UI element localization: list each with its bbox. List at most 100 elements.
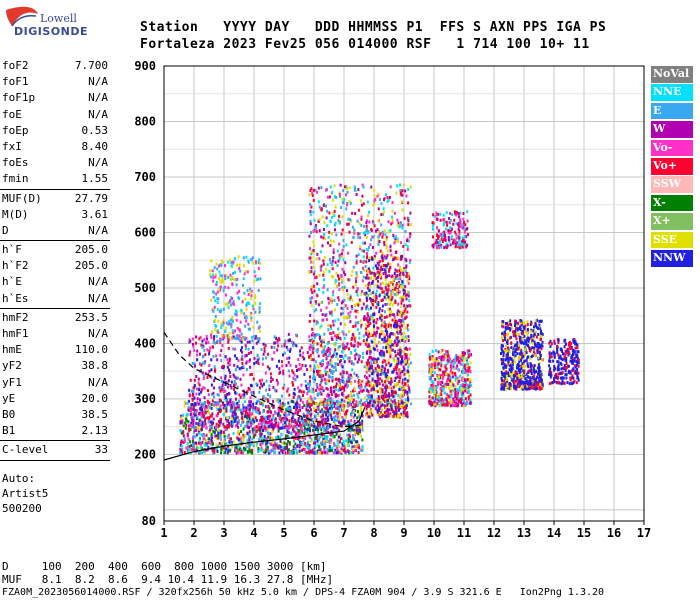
echo-point [391,220,394,224]
echo-point [230,322,233,326]
echo-point [207,403,210,407]
echo-point [321,410,324,414]
echo-point [219,434,222,438]
echo-point [232,422,234,426]
echo-point [378,341,381,345]
echo-point [224,389,227,393]
echo-point [192,438,194,442]
echo-point [252,392,255,396]
echo-point [302,351,305,355]
echo-point [224,355,227,359]
x-tick-label: 3 [220,526,227,540]
echo-point [316,348,319,351]
x-tick-label: 15 [577,526,591,540]
echo-point [238,289,240,293]
echo-point [228,400,231,404]
echo-point [377,207,380,211]
echo-point [218,428,221,432]
echo-point [358,413,361,416]
echo-point [404,339,407,343]
echo-point [322,273,325,277]
echo-point [322,291,325,294]
echo-point [195,402,198,406]
echo-point [308,234,311,238]
echo-point [367,307,370,311]
echo-point [396,218,399,222]
echo-point [390,311,393,315]
echo-point [358,446,361,450]
echo-point [224,447,227,451]
echo-point [244,424,247,428]
echo-point [222,413,225,417]
echo-point [262,410,265,414]
echo-point [394,275,397,279]
echo-point [310,250,313,254]
echo-point [234,419,237,423]
echo-point [308,319,311,323]
echo-point [350,304,353,308]
echo-point [285,446,288,450]
echo-point [263,349,266,353]
echo-point [399,406,402,410]
echo-point [406,379,409,383]
echo-point [328,269,331,273]
echo-point [283,351,286,355]
echo-point [289,451,292,455]
echo-point [240,332,243,336]
echo-point [219,387,222,391]
echo-point [335,335,338,339]
echo-point [252,346,255,350]
echo-point [319,426,322,430]
echo-point [384,286,387,289]
echo-point [351,270,354,273]
echo-point [405,326,408,330]
echo-point [207,393,210,397]
echo-point [301,448,304,452]
echo-point [249,419,252,423]
echo-point [261,418,264,422]
echo-point [219,274,222,278]
echo-point [397,408,400,412]
echo-point [330,397,333,401]
echo-point [354,321,357,325]
echo-point [245,319,248,323]
echo-point [394,415,397,419]
echo-point [339,387,341,391]
echo-point [351,400,354,404]
echo-point [197,377,200,381]
echo-point [332,275,335,279]
echo-point [388,335,391,339]
echo-point [388,401,391,404]
echo-point [331,259,334,263]
echo-point [188,394,191,398]
echo-point [228,433,230,437]
echo-point [304,422,307,426]
echo-point [393,367,396,371]
echo-point [326,318,328,322]
echo-point [358,357,360,361]
echo-point [394,235,397,239]
echo-point [399,351,402,355]
echo-point [189,428,192,431]
echo-point [365,327,368,331]
echo-point [391,404,394,408]
echo-point [369,370,372,374]
echo-point [322,414,324,417]
echo-point [255,260,257,264]
echo-point [220,359,223,362]
echo-point [301,436,304,440]
echo-point [400,332,403,336]
x-tick-label: 13 [517,526,531,540]
echo-point [370,356,372,360]
echo-point [338,444,340,448]
echo-point [350,413,353,417]
echo-point [268,449,271,453]
echo-point [452,389,454,393]
echo-point [215,334,218,338]
echo-point [367,245,370,249]
echo-point [265,356,268,360]
echo-point [326,288,329,292]
echo-point [283,413,286,417]
echo-point [392,284,395,288]
echo-point [406,383,409,387]
